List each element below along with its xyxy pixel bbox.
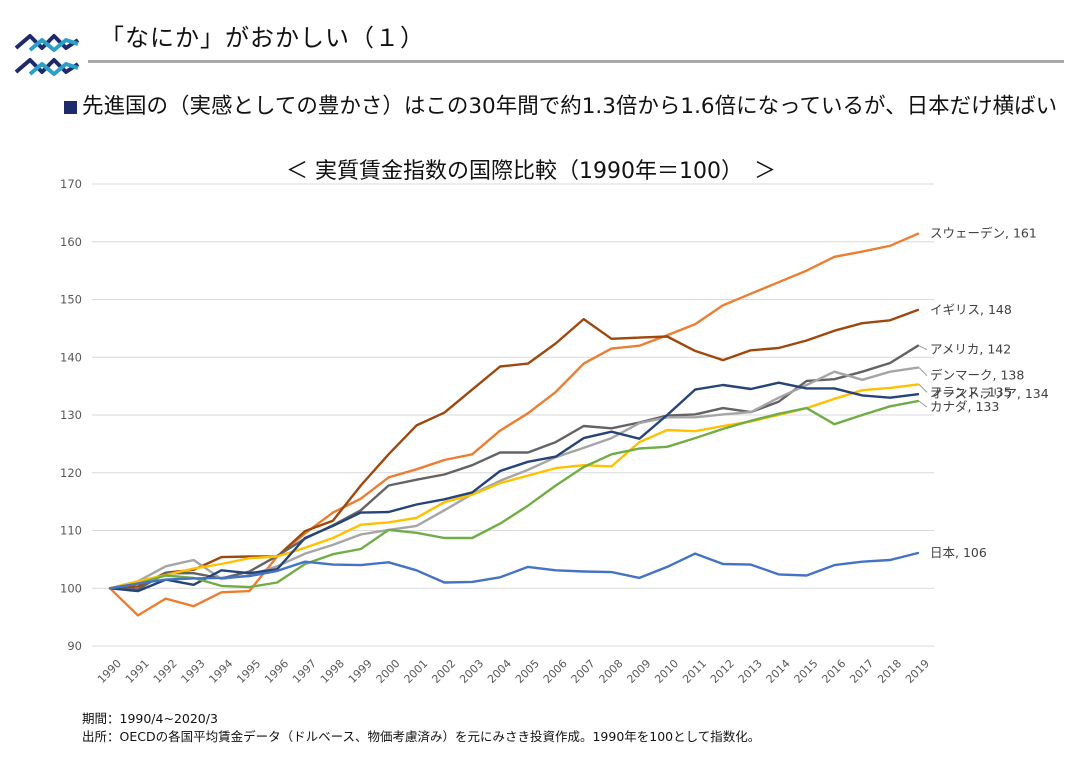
chart-grid [92,183,934,647]
chart-title: ＜ 実質賃金指数の国際比較（1990年＝100） ＞ [286,159,776,184]
y-tick-label: 140 [60,350,82,364]
label-leader-4 [918,384,928,393]
company-logo-icon [14,34,80,76]
series-end-label-4: フランス, 135 [930,384,1012,399]
x-tick-label: 1991 [123,657,152,686]
series-end-labels: スウェーデン, 161 イギリス, 148 アメリカ, 142 デンマーク, 138フ… [918,226,1049,560]
x-tick-label: 2001 [402,657,431,686]
y-tick-label: 110 [60,524,82,538]
series-line-1 [108,308,920,590]
x-tick-label: 1994 [206,657,235,686]
label-leader-2 [918,345,928,351]
y-tick-label: 150 [60,293,82,307]
x-tick-label: 1999 [346,657,375,686]
y-tick-label: 170 [60,177,82,191]
x-tick-label: 2007 [569,657,598,686]
x-tick-label: 2017 [847,657,876,686]
logo-wave-teal-1 [28,38,79,52]
x-tick-label: 1993 [179,657,208,686]
series-line-6 [108,399,920,590]
series-end-label-7: 日本, 106 [930,545,987,560]
series-end-label-3: デンマーク, 138 [930,368,1024,383]
x-tick-label: 2004 [485,657,514,686]
footnotes: 期間：1990/4~2020/3 出所：OECDの各国平均賃金データ（ドルベース… [82,710,760,746]
label-leader-3 [918,367,928,376]
x-tick-label: 2005 [513,657,542,686]
series-end-label-0: スウェーデン, 161 [930,226,1037,241]
x-tick-label: 2006 [541,657,570,686]
x-tick-label: 2015 [792,657,821,686]
footnote-source: 出所：OECDの各国平均賃金データ（ドルベース、物価考慮済み）を元にみさき投資作… [82,729,761,744]
series-end-label-6: カナダ, 133 [930,399,999,414]
x-tick-label: 2019 [903,657,932,686]
y-axis-ticks: 90 100 110 120 130 140 150 160 170 [60,177,82,653]
label-leader-6 [918,400,928,408]
bullet-text: 先進国の（実感としての豊かさ）はこの30年間で約1.3倍から1.6倍になっている… [82,94,1058,119]
x-tick-label: 1997 [290,657,319,686]
x-tick-label: 2012 [708,657,737,686]
y-tick-label: 90 [67,639,82,653]
x-tick-label: 2003 [457,657,486,686]
series-end-label-1: イギリス, 148 [930,302,1012,317]
x-tick-label: 2016 [819,657,848,686]
x-tick-label: 2008 [597,657,626,686]
logo-wave-teal-2 [28,62,79,76]
x-tick-label: 2009 [624,657,653,686]
series-end-label-5: オーストラリア, 134 [930,386,1049,401]
x-tick-label: 2011 [680,657,709,686]
chart-series [108,232,920,617]
bullet-square-icon [64,101,77,114]
x-tick-label: 2018 [875,657,904,686]
series-line-3 [108,366,920,590]
y-tick-label: 100 [60,581,82,595]
y-tick-label: 130 [60,408,82,422]
x-tick-label: 2014 [764,657,793,686]
x-tick-label: 2013 [736,657,765,686]
x-tick-label: 1992 [151,657,180,686]
logo-wave-dark-1 [14,34,80,50]
series-line-7 [108,551,920,590]
footnote-period: 期間：1990/4~2020/3 [82,711,218,726]
y-tick-label: 160 [60,235,82,249]
x-tick-label: 2010 [652,657,681,686]
x-tick-label: 2000 [374,657,403,686]
title-divider [88,60,1064,63]
x-tick-label: 1990 [95,657,124,686]
series-line-0 [108,232,920,617]
page-title: 「なにか」がおかしい（１） [100,24,425,52]
series-line-5 [108,381,920,593]
series-end-label-2: アメリカ, 142 [930,342,1011,357]
x-tick-label: 1998 [318,657,347,686]
x-tick-label: 1996 [262,657,291,686]
x-axis-ticks: 1990199119921993199419951996199719981999… [95,657,932,686]
logo-wave-dark-2 [14,58,80,74]
y-tick-label: 120 [60,466,82,480]
x-tick-label: 1995 [234,657,263,686]
x-tick-label: 2002 [429,657,458,686]
